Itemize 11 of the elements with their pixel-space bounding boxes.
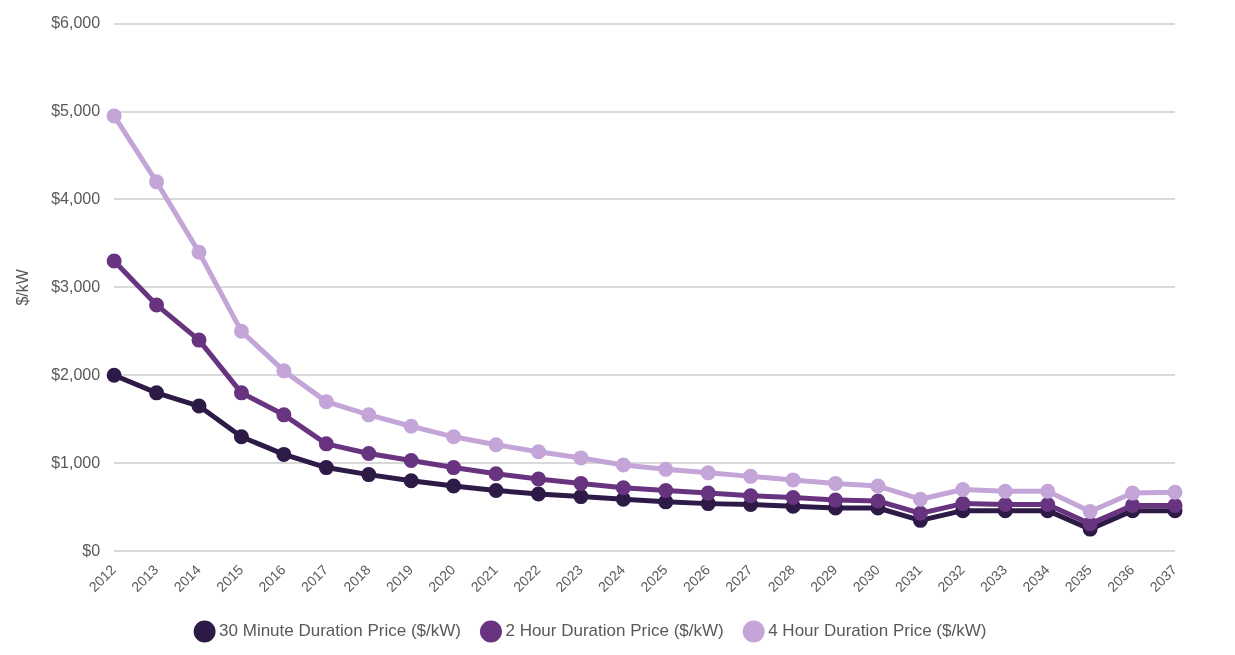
- legend-label: 30 Minute Duration Price ($/kW): [219, 621, 461, 641]
- y-tick-label: $5,000: [51, 101, 101, 119]
- y-tick-label: $0: [82, 541, 101, 559]
- y-tick-label: $1,000: [51, 453, 101, 471]
- y-axis-title: $/kW: [14, 268, 32, 306]
- legend-label: 4 Hour Duration Price ($/kW): [768, 621, 987, 641]
- y-tick-label: $2,000: [51, 365, 101, 383]
- y-tick-label: $6,000: [51, 14, 101, 32]
- y-tick-label: $4,000: [51, 189, 101, 207]
- legend-label: 2 Hour Duration Price ($/kW): [505, 621, 724, 641]
- y-tick-label: $3,000: [51, 277, 101, 295]
